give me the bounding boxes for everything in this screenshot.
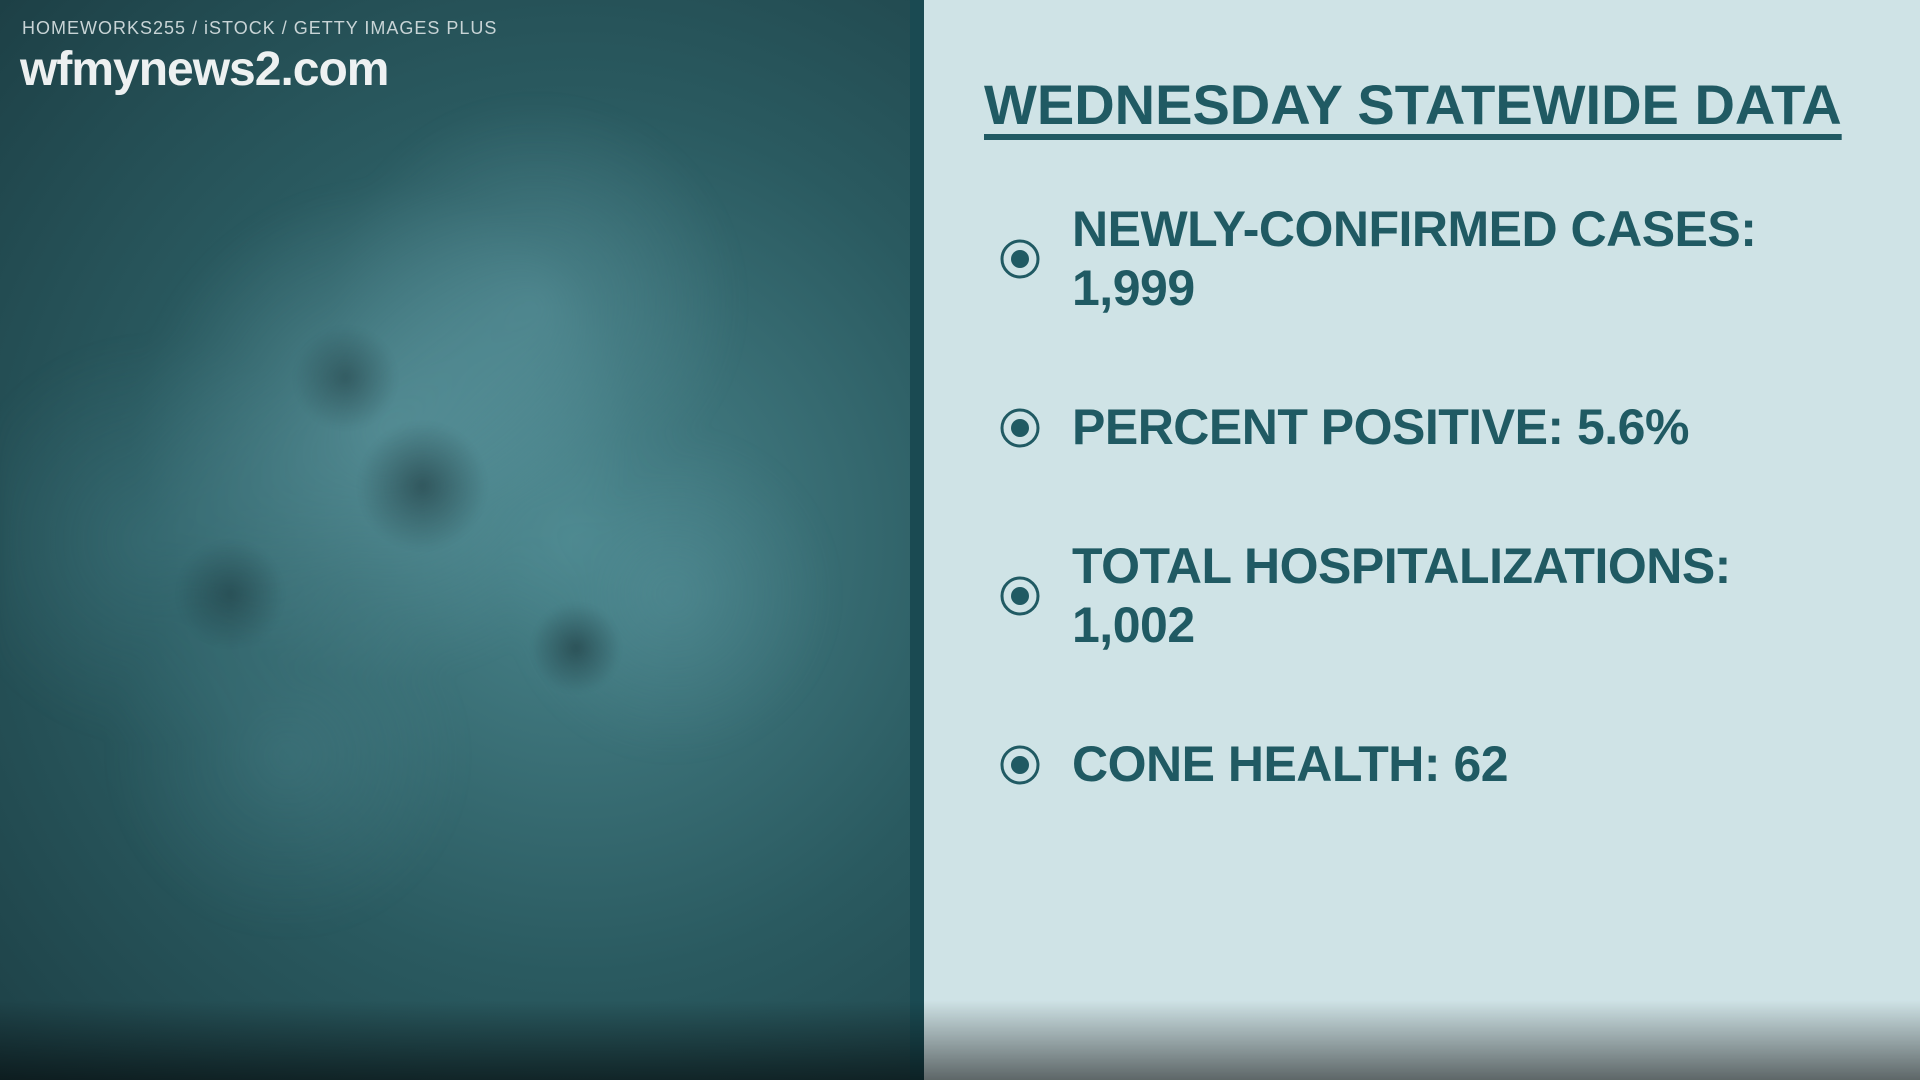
image-credit: HOMEWORKS255 / iSTOCK / GETTY IMAGES PLU… <box>22 18 497 39</box>
bullet-icon <box>1000 408 1040 448</box>
bullet-row: PERCENT POSITIVE: 5.6% <box>1000 398 1860 457</box>
bullet-row: CONE HEALTH: 62 <box>1000 735 1860 794</box>
bullet-list: NEWLY-CONFIRMED CASES: 1,999 PERCENT POS… <box>1000 200 1860 794</box>
bullet-text: PERCENT POSITIVE: 5.6% <box>1072 398 1689 457</box>
bullet-row: NEWLY-CONFIRMED CASES: 1,999 <box>1000 200 1860 318</box>
panel-title: WEDNESDAY STATEWIDE DATA <box>984 72 1842 137</box>
bullet-text: CONE HEALTH: 62 <box>1072 735 1508 794</box>
bullet-text: TOTAL HOSPITALIZATIONS: 1,002 <box>1072 537 1860 655</box>
bullet-icon <box>1000 745 1040 785</box>
bullet-icon <box>1000 576 1040 616</box>
info-panel: WEDNESDAY STATEWIDE DATA NEWLY-CONFIRMED… <box>910 0 1920 1080</box>
broadcast-frame: HOMEWORKS255 / iSTOCK / GETTY IMAGES PLU… <box>0 0 1920 1080</box>
bullet-icon <box>1000 239 1040 279</box>
bottom-gradient <box>0 1000 1920 1080</box>
bullet-text: NEWLY-CONFIRMED CASES: 1,999 <box>1072 200 1860 318</box>
panel-body: WEDNESDAY STATEWIDE DATA NEWLY-CONFIRMED… <box>924 0 1920 1080</box>
station-watermark: wfmynews2.com <box>20 42 388 97</box>
panel-accent-bar <box>910 0 924 1080</box>
bullet-row: TOTAL HOSPITALIZATIONS: 1,002 <box>1000 537 1860 655</box>
